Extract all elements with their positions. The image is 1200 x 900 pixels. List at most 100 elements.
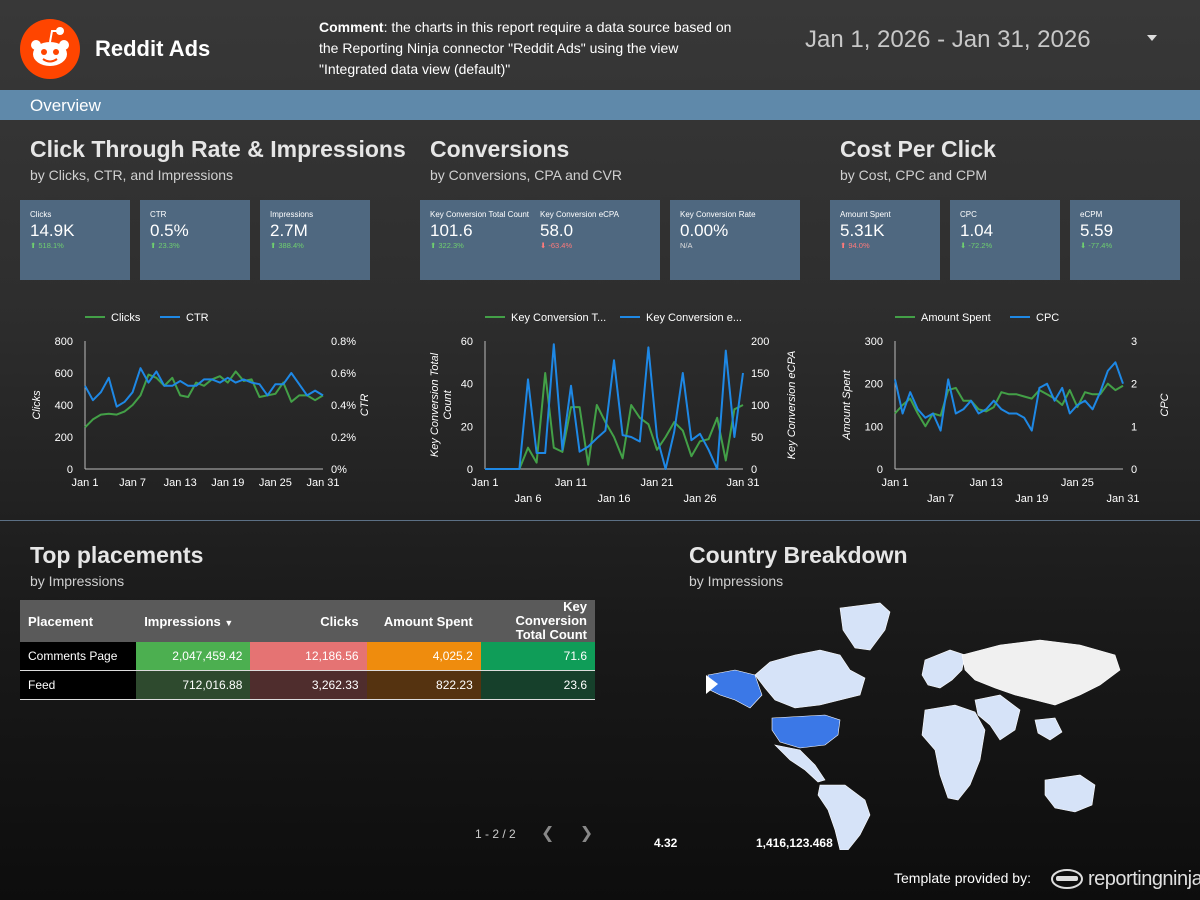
- y-left-tick-label: 0: [467, 464, 473, 476]
- reddit-logo-icon: [20, 19, 80, 79]
- scorecard-label: Amount Spent: [840, 210, 891, 219]
- date-range-picker[interactable]: Jan 1, 2026 - Jan 31, 2026: [805, 26, 1091, 53]
- scorecard-change: ⬆ 322.3%: [430, 241, 464, 250]
- y-left-tick-label: 200: [55, 432, 73, 444]
- map-africa: [921, 704, 986, 801]
- ninja-logo-icon: [1051, 869, 1083, 889]
- y-left-tick-label: 0: [67, 464, 73, 476]
- section-divider: [0, 520, 1200, 521]
- cpc-section-subtitle: by Cost, CPC and CPM: [840, 167, 988, 183]
- template-credit: Template provided by:: [894, 870, 1031, 886]
- cell-clicks: 3,262.33: [250, 670, 367, 700]
- y-left-axis-title-line: Count: [442, 389, 454, 419]
- scorecard-label: Impressions: [270, 210, 314, 219]
- y-left-tick-label: 600: [55, 368, 73, 380]
- scorecard-label: CTR: [150, 210, 167, 219]
- y-left-axis-title: Amount Spent: [841, 369, 853, 441]
- map-alaska: [707, 669, 763, 709]
- y-left-tick-label: 60: [461, 336, 473, 348]
- scorecard-change-value: -63.4%: [548, 241, 573, 250]
- y-left-axis-title-line: Key Conversion Total: [429, 352, 441, 457]
- x-tick-label: Jan 31: [306, 477, 339, 489]
- cell-clicks: 12,186.56: [250, 642, 367, 671]
- legend-label[interactable]: Key Conversion e...: [646, 312, 742, 324]
- x-tick-label: Jan 1: [882, 477, 909, 489]
- y-right-tick-label: 0%: [331, 464, 347, 476]
- x-tick-label: Jan 7: [119, 477, 146, 489]
- table-row[interactable]: Comments Page 2,047,459.42 12,186.56 4,0…: [20, 642, 595, 671]
- col-header-clicks[interactable]: Clicks: [250, 600, 367, 642]
- legend-label[interactable]: CTR: [186, 312, 209, 324]
- scorecard-conversion-rate: Key Conversion Rate 0.00% N/A: [670, 200, 800, 280]
- country-title: Country Breakdown: [689, 542, 908, 568]
- scorecard-conversion-count: Key Conversion Total Count 101.6 ⬆ 322.3…: [420, 200, 530, 280]
- map-south-america: [817, 784, 871, 850]
- table-row[interactable]: Feed 712,016.88 3,262.33 822.23 23.6: [20, 670, 595, 700]
- cell-amount-spent: 4,025.2: [366, 642, 481, 671]
- scorecard-change-value: -77.4%: [1088, 241, 1113, 250]
- y-left-tick-label: 40: [461, 379, 473, 391]
- y-right-tick-label: 0.4%: [331, 400, 356, 412]
- map-mexico: [774, 744, 826, 783]
- ctr-section-subtitle: by Clicks, CTR, and Impressions: [30, 167, 234, 183]
- scorecard-value: 5.59: [1080, 221, 1114, 240]
- x-tick-label: Jan 21: [640, 477, 673, 489]
- y-right-tick-label: 200: [751, 336, 769, 348]
- x-tick-label: Jan 11: [555, 477, 587, 489]
- scorecard-value: 58.0: [540, 221, 574, 240]
- y-right-tick-label: 2: [1131, 379, 1137, 391]
- chevron-down-icon[interactable]: [1146, 33, 1158, 43]
- y-right-tick-label: 150: [751, 368, 769, 380]
- map-southeast-asia: [1034, 717, 1063, 741]
- scorecard-change-value: 23.3%: [158, 241, 180, 250]
- col-header-impressions[interactable]: Impressions ▼: [136, 600, 251, 642]
- x-tick-label: Jan 25: [259, 477, 292, 489]
- col-header-amount-spent[interactable]: Amount Spent: [366, 600, 481, 642]
- legend-label[interactable]: Key Conversion T...: [511, 312, 606, 324]
- world-map[interactable]: [700, 600, 1130, 850]
- x-tick-label: Jan 1: [72, 477, 99, 489]
- cell-placement: Feed: [20, 670, 137, 700]
- map-australia: [1044, 774, 1096, 813]
- tab-overview[interactable]: Overview: [30, 96, 101, 115]
- y-right-axis-title: Key Conversion eCPA: [786, 351, 798, 460]
- cell-impressions: 712,016.88: [136, 670, 251, 700]
- y-right-tick-label: 0: [1131, 464, 1137, 476]
- map-legend-max: 1,416,123.468: [756, 836, 833, 850]
- col-header-conversions-line2: Total Count: [515, 627, 587, 642]
- cell-conversions: 23.6: [480, 670, 595, 700]
- map-hover-arrow-icon: [706, 675, 718, 694]
- comment-label: Comment: [319, 19, 384, 35]
- map-canada: [754, 649, 866, 709]
- table-pagination: 1 - 2 / 2 ❮ ❯: [475, 823, 593, 843]
- x-tick-label: Jan 19: [211, 477, 244, 489]
- y-left-tick-label: 200: [865, 379, 883, 391]
- ctr-clicks-line-chart: 0 200 400 600 800 0% 0.2% 0.4% 0.6% 0.8% Clicks CTR…: [31, 312, 371, 489]
- scorecard-change: N/A: [680, 241, 693, 250]
- col-header-placement[interactable]: Placement: [20, 600, 137, 642]
- scorecard-change: ⬆ 23.3%: [150, 241, 180, 250]
- prev-page-icon[interactable]: ❮: [541, 825, 555, 842]
- y-left-tick-label: 800: [55, 336, 73, 348]
- overview-tab-bar: Overview: [0, 90, 1200, 120]
- legend-label[interactable]: CPC: [1036, 312, 1059, 324]
- x-tick-label: Jan 1: [472, 477, 499, 489]
- x-tick-label: Jan 16: [597, 493, 630, 505]
- y-left-tick-label: 400: [55, 400, 73, 412]
- map-asia: [961, 639, 1121, 706]
- cell-amount-spent: 822.23: [366, 670, 481, 700]
- scorecard-change: ⬇ -77.4%: [1080, 241, 1113, 250]
- report-comment: Comment: the charts in this report requi…: [319, 17, 749, 80]
- series-line: [84, 367, 324, 408]
- next-page-icon[interactable]: ❯: [579, 825, 594, 842]
- col-header-conversions[interactable]: Key Conversion Total Count: [480, 600, 595, 642]
- legend-label[interactable]: Amount Spent: [921, 312, 991, 324]
- scorecard-change-value: 388.4%: [278, 241, 304, 250]
- sort-desc-icon: ▼: [224, 617, 234, 628]
- x-tick-label: Jan 19: [1015, 493, 1048, 505]
- map-legend-min: 4.32: [654, 836, 678, 850]
- scorecard-label: Clicks: [30, 210, 52, 219]
- legend-label[interactable]: Clicks: [111, 312, 141, 324]
- scorecard-label: eCPM: [1080, 210, 1103, 219]
- x-tick-label: Jan 13: [164, 477, 197, 489]
